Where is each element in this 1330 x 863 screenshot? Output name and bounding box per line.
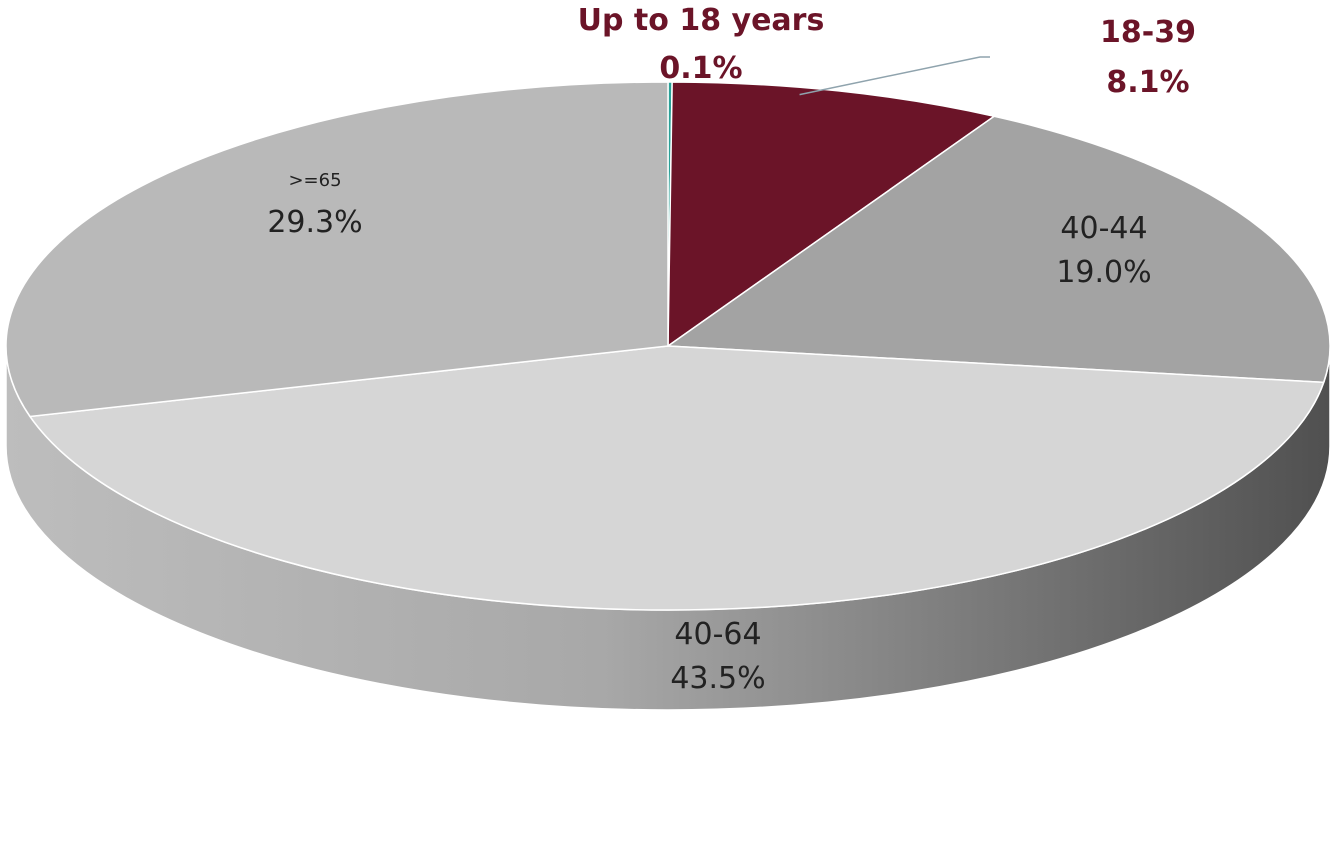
slice-label-up-to-18-years: Up to 18 years	[578, 3, 825, 38]
leader-line-18-39	[799, 56, 990, 96]
slice-value-40-64: 43.5%	[670, 661, 765, 696]
slice-label-65: >=65	[288, 170, 341, 191]
pie-slice-layer	[5, 81, 1330, 611]
slice-value-up-to-18-years: 0.1%	[659, 51, 742, 86]
pie-slice-65	[5, 81, 669, 418]
slice-value-18-39: 8.1%	[1106, 65, 1189, 100]
pie-slice-18-39	[667, 81, 997, 348]
slice-value-65: 29.3%	[267, 205, 362, 240]
slice-label-40-64: 40-64	[674, 617, 761, 652]
pie-slice-40-64	[28, 345, 1325, 611]
label-layer: Up to 18 years 0.1% 18-39 8.1% 40-44 19.0% 40-…	[267, 3, 1196, 696]
slice-label-40-44: 40-44	[1060, 211, 1147, 246]
leader-line-layer	[799, 56, 990, 96]
slice-value-40-44: 19.0%	[1056, 255, 1151, 290]
slice-label-18-39: 18-39	[1100, 15, 1196, 50]
